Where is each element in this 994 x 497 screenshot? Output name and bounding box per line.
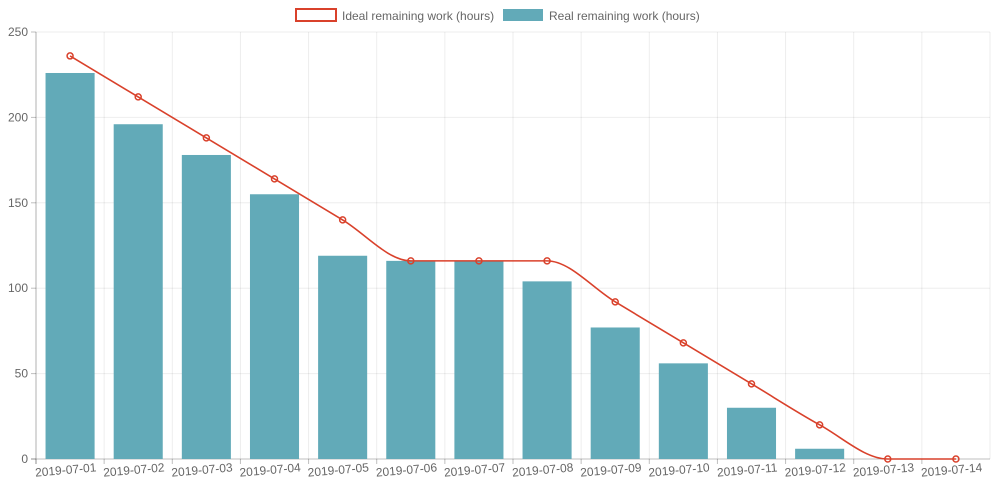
x-tick-label: 2019-07-05	[307, 460, 370, 479]
x-tick-label: 2019-07-03	[171, 460, 234, 479]
x-tick-label: 2019-07-01	[35, 460, 98, 479]
ideal-point-2019-07-07	[475, 257, 483, 265]
ideal-line-path	[69, 55, 956, 460]
x-tick-label: 2019-07-06	[375, 460, 438, 479]
y-tick-label: 100	[8, 281, 28, 295]
ideal-point-2019-07-01	[66, 52, 74, 60]
x-tick-label: 2019-07-13	[852, 460, 915, 479]
y-tick-label: 200	[8, 110, 28, 124]
real-bar-2019-07-11	[726, 407, 777, 459]
real-bar-2019-07-05	[318, 255, 368, 459]
x-tick-label: 2019-07-09	[580, 460, 643, 479]
real-bar-2019-07-06	[386, 260, 436, 459]
x-tick-label: 2019-07-14	[920, 460, 983, 479]
ideal-point-2019-07-05	[338, 216, 347, 224]
y-axis: 0 50 100 150 200 250	[8, 25, 37, 466]
x-axis: 2019-07-01 2019-07-02 2019-07-03 2019-07-04…	[31, 458, 990, 480]
real-bar-2019-07-10	[658, 363, 708, 459]
y-tick-label: 250	[8, 25, 28, 39]
legend-swatch-real[interactable]	[503, 9, 543, 21]
x-tick-label: 2019-07-04	[239, 460, 302, 479]
real-bar-2019-07-09	[590, 327, 640, 459]
ideal-point-2019-07-03	[202, 134, 211, 142]
ideal-point-2019-07-02	[134, 93, 142, 101]
real-bar-2019-07-08	[522, 281, 572, 459]
ideal-point-2019-07-09	[611, 298, 619, 306]
legend: Ideal remaining work (hours) Real remaini…	[295, 8, 700, 23]
real-bar-2019-07-02	[113, 124, 163, 460]
y-tick-label: 150	[8, 196, 28, 210]
ideal-point-2019-07-06	[407, 257, 415, 265]
y-tick-label: 0	[21, 452, 28, 466]
x-tick-label: 2019-07-02	[103, 460, 166, 479]
real-bar-2019-07-12	[795, 448, 845, 459]
ideal-point-2019-07-11	[747, 380, 756, 388]
ideal-point-2019-07-04	[270, 175, 279, 183]
grid	[35, 31, 991, 459]
x-tick-label: 2019-07-12	[784, 460, 847, 479]
x-tick-label: 2019-07-10	[648, 460, 711, 479]
x-tick-label: 2019-07-07	[443, 460, 506, 479]
real-remaining-bars	[45, 72, 845, 460]
real-bar-2019-07-04	[249, 194, 300, 459]
real-bar-2019-07-07	[454, 260, 504, 459]
legend-label-real[interactable]: Real remaining work (hours)	[549, 9, 700, 23]
ideal-point-2019-07-08	[543, 257, 551, 265]
legend-swatch-ideal[interactable]	[295, 8, 337, 22]
ideal-point-2019-07-10	[679, 339, 688, 347]
ideal-remaining-line	[66, 52, 960, 463]
real-bar-2019-07-03	[181, 154, 231, 459]
x-tick-label: 2019-07-08	[512, 460, 575, 479]
real-bar-2019-07-01	[45, 72, 95, 459]
legend-label-ideal[interactable]: Ideal remaining work (hours)	[342, 9, 494, 23]
y-tick-label: 50	[15, 367, 29, 381]
ideal-point-2019-07-12	[815, 421, 824, 429]
ideal-point-2019-07-13	[884, 455, 892, 463]
ideal-point-2019-07-14	[952, 455, 960, 463]
x-tick-label: 2019-07-11	[716, 460, 778, 479]
